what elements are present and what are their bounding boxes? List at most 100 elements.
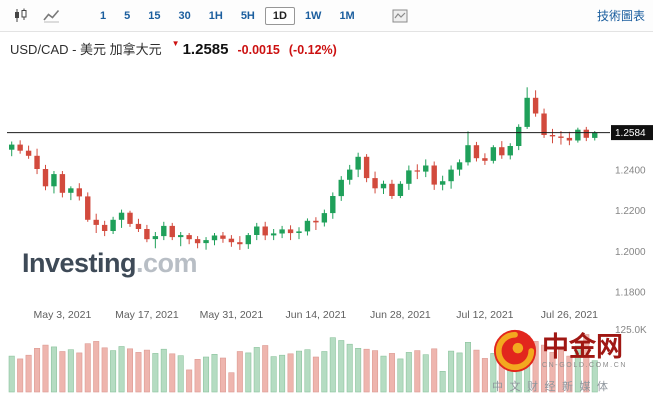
candle-body [101, 224, 108, 231]
candle-body [254, 226, 260, 235]
y-axis-label: 1.1800 [615, 288, 646, 299]
volume-bar [127, 348, 134, 393]
candle-body [42, 169, 49, 187]
cn-gold-logo-icon [493, 329, 537, 373]
quote-header: USD/CAD - 美元 加拿大元 ▼ 1.2585 -0.0015 (-0.1… [0, 32, 653, 61]
chart-area[interactable]: 1.2584 1.2400 1.2200 1.2000 1.1800 May 3, 202… [0, 62, 653, 405]
volume-bar [186, 369, 193, 393]
candle-body [363, 156, 370, 179]
timeframe-button-1[interactable]: 1 [92, 7, 114, 25]
candle-body [270, 233, 277, 236]
candle-body [178, 235, 184, 238]
volume-bar [329, 337, 336, 393]
volume-bar [135, 352, 142, 393]
candle-body [516, 126, 522, 146]
line-chart-type-button[interactable] [38, 6, 64, 26]
candle-body [406, 170, 412, 184]
candle-body [262, 226, 268, 236]
candle-body [456, 162, 463, 170]
volume-bar [346, 343, 353, 393]
volume-bar [397, 358, 404, 393]
volume-bar [414, 350, 421, 393]
volume-bar [304, 349, 311, 393]
watermark-suffix: .com [136, 248, 198, 278]
timeframe-button-15[interactable]: 15 [140, 7, 168, 25]
x-axis-label: May 31, 2021 [200, 309, 264, 321]
volume-bar [591, 360, 598, 393]
candle-body [321, 213, 328, 223]
candle-body [85, 196, 91, 220]
timeframe-button-1h[interactable]: 1H [201, 7, 231, 25]
timeframe-button-1d[interactable]: 1D [264, 6, 295, 25]
x-axis-label: Jun 14, 2021 [286, 309, 347, 321]
indicators-button[interactable] [387, 6, 413, 26]
publisher-name: 中金网 [542, 331, 623, 362]
volume-bar [228, 372, 235, 393]
volume-bar [380, 355, 387, 393]
candle-body [110, 219, 116, 231]
volume-bar [431, 348, 438, 393]
timeframe-button-30[interactable]: 30 [171, 7, 199, 25]
publisher-watermark: 中金网 CN-GOLD.COM.CN 中文财经新媒体 [492, 328, 652, 394]
timeframe-button-5h[interactable]: 5H [233, 7, 263, 25]
candle-body [313, 220, 319, 223]
candle-body [144, 229, 150, 240]
volume-bar [321, 351, 328, 393]
volume-bar [42, 344, 49, 393]
indicators-icon [392, 9, 408, 22]
timeframe-button-5[interactable]: 5 [116, 7, 138, 25]
volume-bar [76, 352, 83, 393]
candle-body [347, 169, 353, 180]
candle-body [338, 179, 344, 197]
price-tag-label: 1.2584 [615, 128, 646, 139]
x-axis-label: Jul 26, 2021 [541, 309, 598, 321]
volume-bar [219, 357, 226, 393]
candlestick-chart-type-button[interactable] [8, 6, 34, 26]
price-tag [611, 125, 653, 141]
y-axis-label: 1.2400 [615, 166, 646, 177]
volume-bar [405, 352, 412, 393]
candle-body [355, 156, 361, 170]
volume-bar [279, 354, 286, 393]
candle-body [245, 235, 251, 245]
volume-bar [25, 354, 32, 393]
volume-bar [541, 344, 548, 393]
candle-body [448, 169, 454, 182]
volume-bar [355, 347, 362, 393]
investing-watermark: Investing.com [22, 248, 198, 278]
candle-body [152, 236, 159, 240]
volume-bar [169, 353, 176, 393]
candle-body [524, 97, 530, 127]
timeframe-button-1m[interactable]: 1M [331, 7, 362, 25]
volume-bar [253, 347, 260, 393]
candle-body [68, 188, 74, 193]
candle-body [25, 150, 32, 156]
volume-bar [177, 355, 184, 393]
candlestick-volume-chart[interactable]: 1.2584 1.2400 1.2200 1.2000 1.1800 May 3, 202… [0, 62, 653, 405]
volume-bar [143, 349, 150, 393]
volume-bar [473, 349, 480, 393]
price-down-icon: ▼ [171, 39, 180, 48]
candle-body [93, 219, 99, 225]
candle-body [414, 170, 420, 172]
x-axis-label: May 3, 2021 [34, 309, 92, 321]
technical-chart-link[interactable]: 技術圖表 [596, 9, 645, 23]
volume-bar [67, 349, 74, 393]
volume-bar [34, 347, 41, 393]
candle-body [9, 144, 15, 150]
volume-bar [152, 353, 159, 393]
timeframe-group: 1 5 15 30 1H 5H 1D 1W 1M [92, 6, 363, 25]
x-axis-label: Jul 12, 2021 [456, 309, 513, 321]
volume-bar [194, 358, 201, 393]
volume-bar [583, 334, 590, 393]
volume-bar [338, 340, 345, 393]
volume-bar [50, 346, 57, 393]
candlestick-chart-icon [15, 8, 27, 22]
timeframe-button-1w[interactable]: 1W [297, 7, 330, 25]
publisher-logo-row: 中金网 CN-GOLD.COM.CN [492, 328, 652, 374]
publisher-domain: CN-GOLD.COM.CN [542, 361, 628, 369]
candle-body [482, 158, 488, 161]
candle-body [34, 155, 40, 169]
volume-bar [59, 351, 66, 393]
candle-body [161, 225, 167, 237]
